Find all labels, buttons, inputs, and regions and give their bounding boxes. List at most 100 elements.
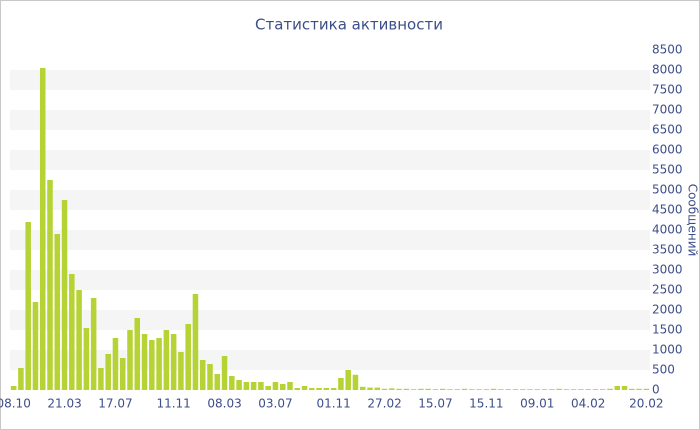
y-tick-label: 1000 <box>652 343 683 357</box>
bar <box>345 370 351 390</box>
bar <box>519 389 526 390</box>
bar <box>425 388 431 390</box>
y-tick-label: 4500 <box>652 203 683 217</box>
bar <box>214 374 221 390</box>
bar <box>18 368 24 390</box>
bar <box>498 389 504 390</box>
x-tick-label: 27.02 <box>367 397 401 411</box>
bar <box>258 382 264 390</box>
bar <box>98 368 104 390</box>
y-tick-label: 7000 <box>652 103 683 117</box>
bar <box>54 234 61 390</box>
bar <box>585 389 591 390</box>
y-tick-label: 7500 <box>652 83 683 97</box>
bar <box>338 378 344 390</box>
y-axis-label: Сообщений <box>686 184 700 257</box>
y-tick-label: 2000 <box>652 303 683 317</box>
bar <box>25 222 31 390</box>
bar <box>461 388 468 390</box>
bar <box>621 386 628 390</box>
bar <box>39 68 46 390</box>
bar <box>221 356 228 390</box>
bar <box>192 294 199 390</box>
grid-band <box>10 150 650 170</box>
bar <box>83 328 90 390</box>
bar <box>250 382 257 390</box>
grid-band <box>10 70 650 90</box>
grid-band <box>10 350 650 370</box>
x-tick-label: 08.03 <box>207 397 241 411</box>
bar <box>178 352 184 390</box>
grid-band <box>10 110 650 130</box>
y-tick-label: 3000 <box>652 263 683 277</box>
x-tick-label: 09.01 <box>520 397 554 411</box>
bar <box>607 388 613 390</box>
bar <box>381 388 388 390</box>
bar <box>374 387 381 390</box>
bar <box>556 388 562 390</box>
bar <box>367 387 373 390</box>
bar <box>185 324 191 390</box>
grid-band <box>10 270 650 290</box>
bar <box>163 330 170 390</box>
bar <box>418 388 424 390</box>
bar <box>643 388 650 390</box>
bar <box>156 338 162 390</box>
x-tick-label: 15.11 <box>469 397 503 411</box>
y-tick-label: 1500 <box>652 323 683 337</box>
x-tick-label: 20.02 <box>629 397 663 411</box>
bar <box>236 380 242 390</box>
bar <box>309 388 315 390</box>
y-tick-label: 0 <box>652 383 660 397</box>
bar <box>512 389 519 390</box>
bar <box>483 389 490 390</box>
bar <box>170 334 177 390</box>
y-tick-label: 8000 <box>652 63 683 77</box>
bar <box>599 389 606 390</box>
grid-band <box>10 230 650 250</box>
y-tick-label: 6000 <box>652 143 683 157</box>
bar <box>396 388 402 390</box>
bar <box>490 388 497 390</box>
bar <box>359 386 366 390</box>
bar <box>316 388 322 390</box>
bar <box>534 389 541 390</box>
bar <box>119 358 126 390</box>
bar <box>330 388 337 390</box>
bar <box>199 360 206 390</box>
bar <box>432 389 439 390</box>
bar <box>207 364 213 390</box>
y-tick-label: 4000 <box>652 223 683 237</box>
x-tick-label: 08.10 <box>0 397 31 411</box>
y-tick-label: 6500 <box>652 123 683 137</box>
grid-band <box>10 190 650 210</box>
bar <box>570 389 577 390</box>
y-tick-label: 5000 <box>652 183 683 197</box>
grid-band <box>10 310 650 330</box>
bar <box>76 290 82 390</box>
bar <box>47 180 53 390</box>
bar <box>614 386 621 390</box>
bar <box>279 384 286 390</box>
bar <box>134 318 141 390</box>
bar <box>10 386 17 390</box>
y-tick-label: 8500 <box>652 43 683 57</box>
y-tick-label: 500 <box>652 363 675 377</box>
bar <box>410 389 417 390</box>
bar <box>549 389 555 390</box>
bar <box>287 382 293 390</box>
bar <box>32 302 39 390</box>
bar <box>149 340 155 390</box>
x-tick-label: 15.07 <box>418 397 452 411</box>
bar <box>505 389 511 390</box>
x-tick-label: 03.07 <box>258 397 292 411</box>
x-tick-label: 04.02 <box>571 397 605 411</box>
bar <box>301 386 308 390</box>
bar <box>454 389 461 390</box>
bar <box>592 389 599 390</box>
bar <box>352 374 359 390</box>
y-tick-label: 2500 <box>652 283 683 297</box>
bar <box>272 382 279 390</box>
bar <box>447 389 453 390</box>
